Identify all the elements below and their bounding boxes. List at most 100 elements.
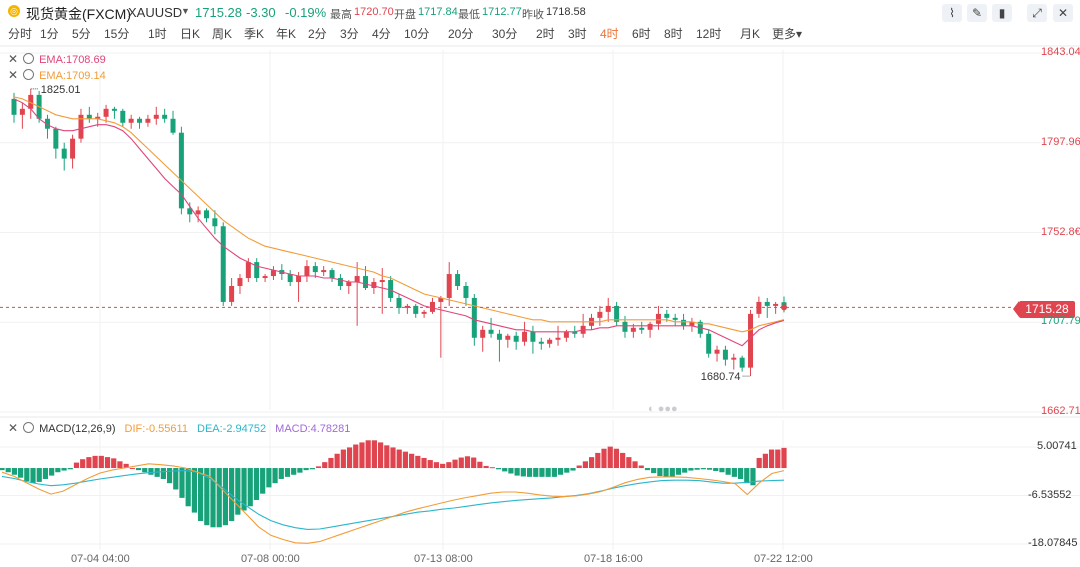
macd-bar [433, 462, 440, 469]
macd-name: MACD(12,26,9) [39, 423, 116, 435]
macd-bar [557, 468, 564, 475]
macd-bar [638, 465, 644, 469]
period-17[interactable]: 4时 [600, 27, 619, 41]
macd-bar [458, 457, 464, 469]
remove-indicator-icon[interactable]: ✕ [8, 52, 19, 66]
candle-body [496, 333, 502, 340]
y-tick-label: 1752.8€ [1041, 225, 1080, 238]
macd-bar [80, 459, 86, 469]
macd-bar [73, 462, 80, 469]
candle-body [321, 270, 327, 273]
period-10[interactable]: 3分 [340, 27, 359, 41]
candle-body [178, 132, 184, 209]
macd-bar [297, 468, 303, 473]
candle-body [170, 118, 176, 133]
candle-settings-icon[interactable]: ▮ [992, 4, 1012, 22]
macd-bar [502, 468, 508, 472]
period-3[interactable]: 15分 [104, 27, 130, 41]
candle-body [714, 349, 720, 354]
period-0[interactable]: 分时 [8, 27, 33, 41]
period-22[interactable]: 更多▾ [772, 27, 803, 41]
period-6[interactable]: 周K [212, 27, 233, 41]
macd-bar [731, 468, 737, 477]
period-11[interactable]: 4分 [372, 27, 391, 41]
candle-body [237, 278, 243, 287]
macd-bar [607, 446, 613, 469]
settings-icon[interactable] [23, 53, 35, 64]
macd-bar [334, 453, 340, 469]
macd-bar [589, 457, 595, 469]
period-14[interactable]: 30分 [492, 27, 518, 41]
period-19[interactable]: 8时 [664, 27, 683, 41]
candle-body [195, 210, 201, 215]
remove-indicator-icon[interactable]: ✕ [8, 421, 19, 435]
watermark: ◐ ●●● [648, 403, 678, 415]
period-20[interactable]: 12时 [696, 27, 722, 41]
macd-y-tick-label: -6.53552 [1028, 488, 1072, 501]
macd-bar [551, 468, 557, 477]
open-value: 1717.84 [418, 6, 458, 18]
macd-bar [675, 468, 682, 475]
period-9[interactable]: 2分 [308, 27, 327, 41]
period-16[interactable]: 3时 [568, 27, 587, 41]
expand-icon[interactable]: ⤢ [1027, 4, 1047, 22]
macd-bar [42, 468, 49, 479]
macd-bar [86, 457, 92, 469]
macd-bar [191, 468, 197, 513]
period-5[interactable]: 日K [180, 27, 201, 41]
macd-bar [725, 468, 731, 475]
period-15[interactable]: 2时 [536, 27, 555, 41]
candle-body [388, 280, 394, 298]
candle-body [11, 98, 17, 115]
macd-bar [185, 468, 191, 507]
candle-body [413, 305, 419, 314]
settings-icon[interactable] [23, 69, 35, 80]
macd-bar [359, 442, 365, 469]
candle-body [748, 313, 754, 368]
price-change-pct: -0.19% [285, 5, 327, 20]
dif-value: DIF:-0.55611 [124, 423, 188, 435]
line-style-icon[interactable]: ⌇ [942, 4, 962, 22]
macd-y-tick-label: 5.00741 [1037, 440, 1077, 452]
macd-bar [706, 468, 713, 470]
period-18[interactable]: 6时 [632, 27, 651, 41]
period-4[interactable]: 1时 [148, 27, 167, 41]
macd-bar [179, 468, 185, 498]
draw-icon[interactable]: ✎ [967, 4, 987, 22]
close-icon[interactable]: ✕ [1053, 4, 1073, 22]
dea-value: DEA:-2.94752 [197, 423, 267, 435]
period-1[interactable]: 1分 [40, 27, 59, 41]
macd-bar [508, 468, 514, 474]
period-8[interactable]: 年K [276, 27, 297, 41]
macd-bar [111, 458, 117, 469]
period-12[interactable]: 10分 [404, 27, 430, 41]
macd-bar [620, 452, 626, 469]
candle-body [304, 266, 310, 277]
remove-indicator-icon[interactable]: ✕ [8, 68, 19, 82]
macd-bar [284, 468, 291, 477]
candle-body [689, 321, 695, 326]
macd-bar [98, 455, 104, 469]
symbol-code[interactable]: XAUUSD [128, 5, 183, 20]
period-2[interactable]: 5分 [72, 27, 91, 41]
period-13[interactable]: 20分 [448, 27, 474, 41]
candle-body [220, 226, 226, 302]
macd-bar [613, 448, 620, 469]
macd-bar [229, 468, 235, 521]
period-7[interactable]: 季K [244, 27, 265, 41]
macd-legend: ✕ MACD(12,26,9) DIF:-0.55611 DEA:-2.94752… [8, 421, 350, 435]
macd-bar [427, 460, 433, 469]
symbol-name[interactable]: 现货黄金(FXCM) [26, 6, 131, 22]
settings-icon[interactable] [23, 422, 35, 433]
candle-body [773, 303, 779, 306]
macd-bar [365, 440, 371, 469]
macd-bar [775, 449, 781, 469]
period-21[interactable]: 月K [740, 27, 761, 41]
macd-bar [396, 449, 402, 469]
prev-close-label: 昨收 [522, 9, 544, 21]
symbol-dropdown-icon[interactable]: ▼ [181, 6, 190, 16]
macd-bar [514, 468, 520, 476]
gold-symbol-icon: ◎ [8, 5, 20, 17]
candle-body [446, 274, 452, 298]
